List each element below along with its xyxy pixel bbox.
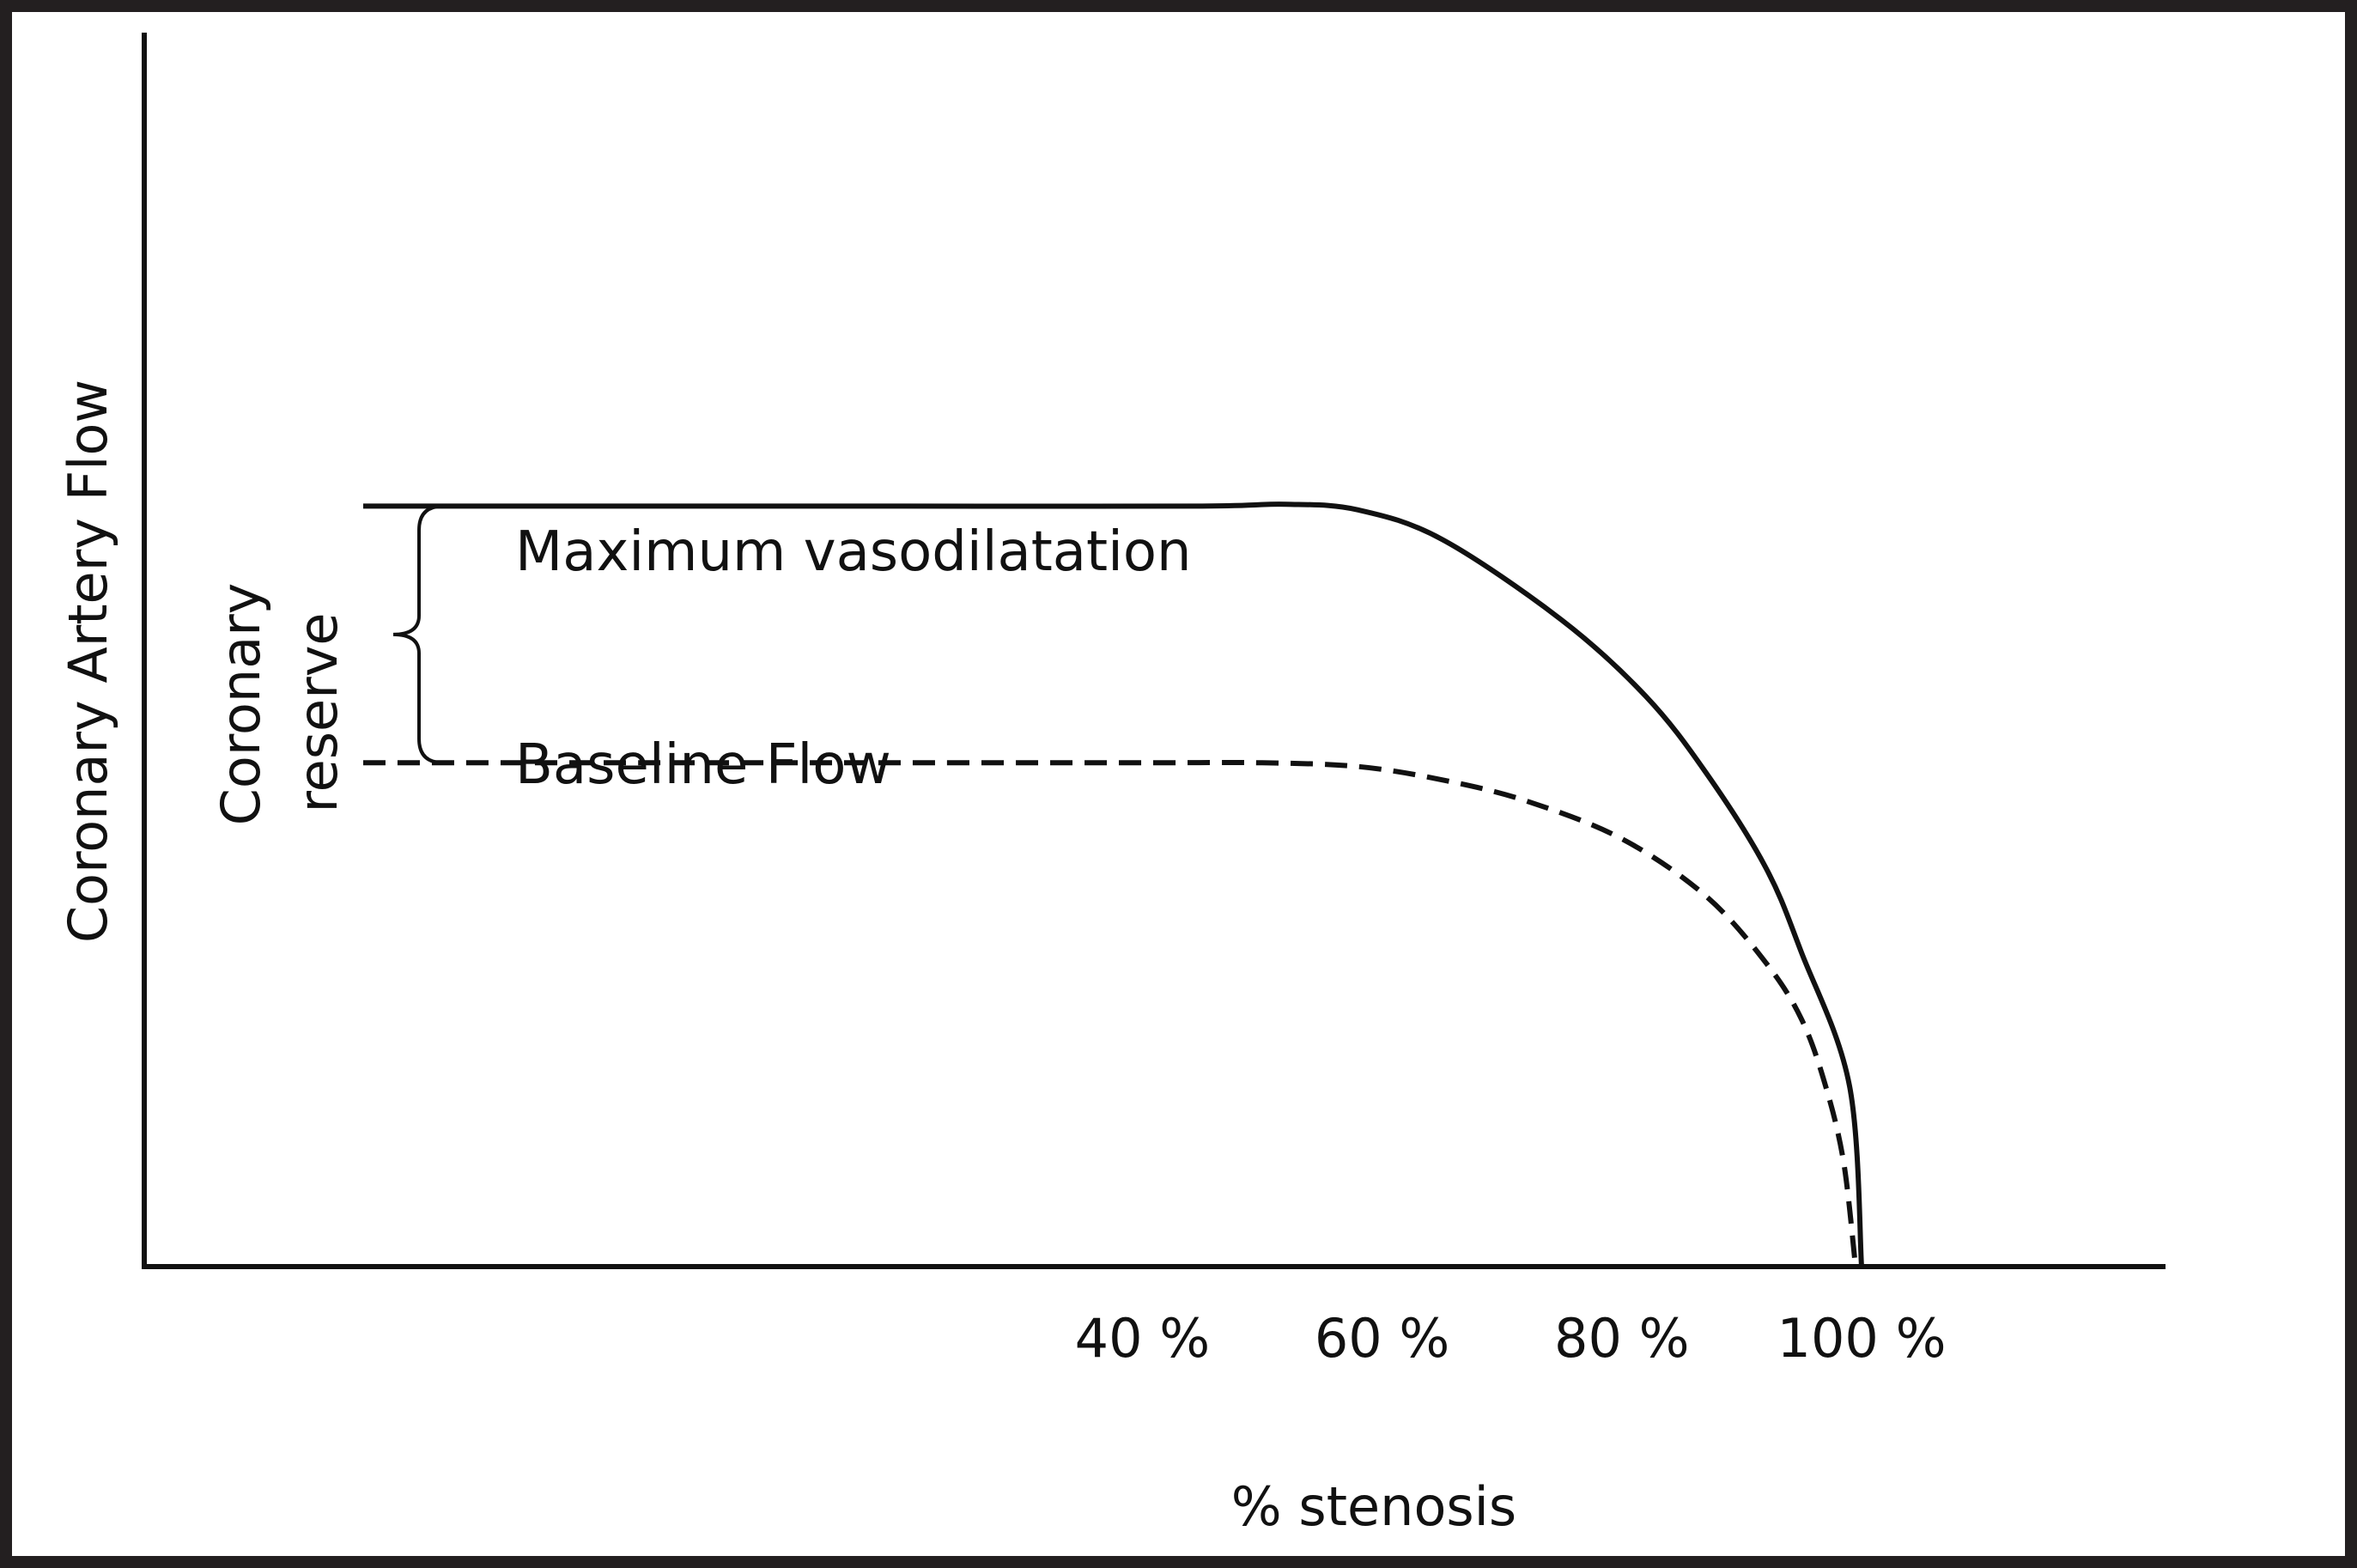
x-tick-label: 100 % <box>1777 1307 1947 1370</box>
coronary-reserve-brace <box>392 504 444 765</box>
x-tick-label: 80 % <box>1554 1307 1690 1370</box>
y-axis-label: Coronary Artery Flow <box>57 380 119 943</box>
coronary-reserve-label-line-2: reserve <box>287 612 349 812</box>
x-axis-label: % stenosis <box>1231 1475 1516 1538</box>
series-line-baseline-flow <box>363 759 1858 1267</box>
x-tick-label: 40 % <box>1075 1307 1211 1370</box>
x-tick-label: 60 % <box>1315 1307 1450 1370</box>
coronary-reserve-label-line-1: Coronary <box>210 583 272 826</box>
series-label-maximum-vasodilatation: Maximum vasodilatation <box>515 520 1192 584</box>
series-label-baseline-flow: Baseline Flow <box>515 733 891 797</box>
series-line-maximum-vasodilatation <box>362 501 1864 1267</box>
series-layer <box>362 501 1864 1267</box>
brace-shape <box>392 504 444 765</box>
axes <box>142 33 2166 1269</box>
x-tick-labels: 40 % 60 % 80 % 100 % <box>1075 1307 1947 1370</box>
